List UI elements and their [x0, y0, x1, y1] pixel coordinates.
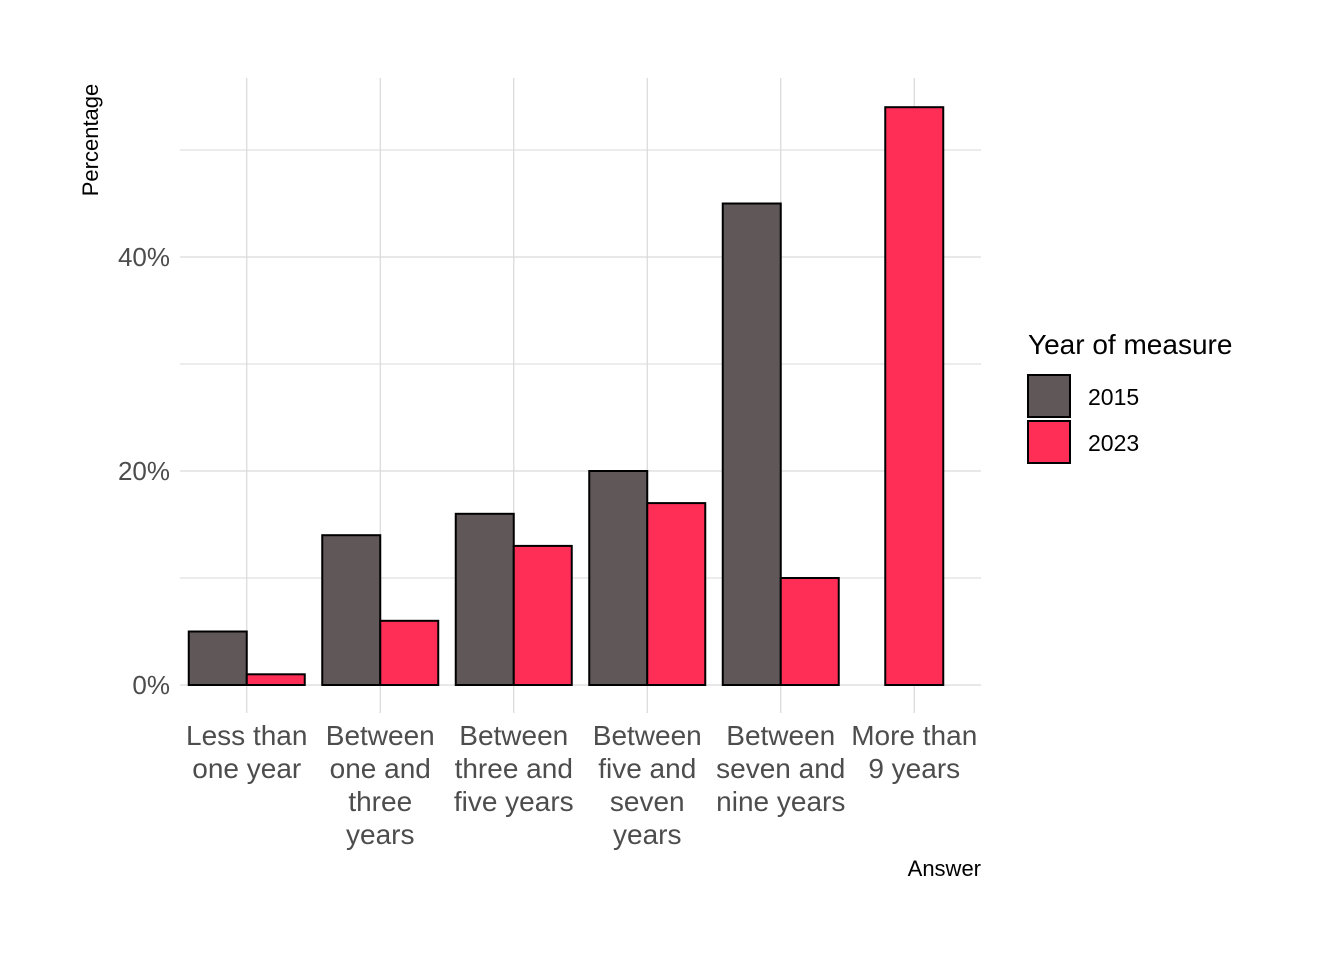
- bar-2015: [588, 470, 649, 686]
- bar-2023: [779, 577, 840, 686]
- x-tick-label: More than 9 years: [851, 720, 977, 784]
- legend-items: 2015 2023: [1027, 374, 1139, 464]
- x-tick-label: Between seven and nine years: [716, 720, 845, 817]
- bar-2015: [721, 202, 782, 686]
- y-axis-title: Percentage: [78, 84, 103, 197]
- x-tick-label: Between one and three years: [326, 720, 435, 850]
- legend-label-2023: 2023: [1088, 430, 1139, 456]
- bar-2023: [512, 544, 573, 687]
- bar-2015: [187, 630, 248, 686]
- y-tick-label: 40%: [118, 242, 170, 272]
- y-axis-tick-labels: 0% 20% 40%: [118, 242, 170, 700]
- legend-swatch-2023: [1027, 420, 1071, 464]
- x-axis-tick-labels: Less than one year Between one and three year…: [186, 720, 977, 850]
- x-axis-title: Answer: [908, 856, 981, 881]
- legend-title: Year of measure: [1028, 329, 1232, 360]
- bar-2015: [454, 512, 515, 686]
- legend: Year of measure 2015 2023: [1027, 329, 1232, 464]
- legend-label-2015: 2015: [1088, 384, 1139, 410]
- x-tick-label: Between five and seven years: [593, 720, 702, 850]
- bars: [187, 106, 945, 687]
- x-tick-label: Less than one year: [186, 720, 307, 784]
- bar-2015: [321, 534, 382, 687]
- grid-lines: [180, 78, 981, 713]
- x-tick-label: Between three and five years: [454, 720, 574, 817]
- bar-2023: [646, 502, 707, 686]
- y-tick-label: 20%: [118, 456, 170, 486]
- legend-swatch-2015: [1027, 374, 1071, 418]
- bar-2023: [884, 106, 945, 686]
- bar-2023: [245, 673, 306, 686]
- y-tick-label: 0%: [132, 670, 170, 700]
- bar-2023: [379, 619, 440, 686]
